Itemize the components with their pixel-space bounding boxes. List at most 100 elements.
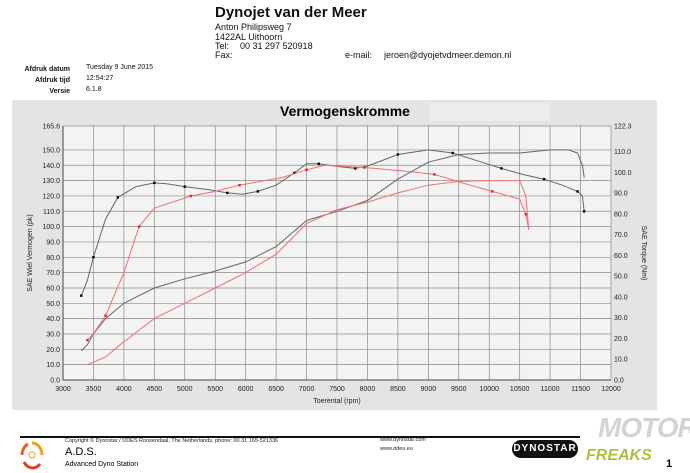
x-tick-label: 10000 <box>479 386 499 393</box>
watermark-sub: FREAKS <box>586 447 652 464</box>
data-marker <box>226 191 229 195</box>
x-tick-label: 9000 <box>421 386 437 393</box>
data-marker <box>183 185 186 188</box>
y-tick-label: 20.0 <box>46 347 60 354</box>
url-ddes[interactable]: www.ddes.eu <box>380 446 413 452</box>
x-tick-label: 8500 <box>390 386 406 393</box>
y-tick-label: 100.0 <box>42 224 60 231</box>
y2-tick-label: 40.0 <box>614 294 628 301</box>
y2-tick-label: 80.0 <box>614 211 628 218</box>
data-marker <box>86 338 89 342</box>
y-tick-label: 10.0 <box>46 362 60 369</box>
y2-tick-label: 30.0 <box>614 315 628 322</box>
y-axis-label: SAE Wiel Vermogen (pk) <box>27 214 34 291</box>
tel: 00 31 297 520918 <box>240 41 313 51</box>
page-number: 1 <box>666 458 673 470</box>
y2-tick-label: 100.0 <box>614 170 632 177</box>
y2-tick-label: 20.0 <box>614 336 628 343</box>
y-tick-label: 120.0 <box>42 193 60 200</box>
x-tick-label: 3500 <box>86 386 102 393</box>
y-tick-label: 80.0 <box>46 255 60 262</box>
data-marker <box>363 166 366 169</box>
city: 1422AL Uithoorn <box>215 32 283 42</box>
y-tick-label: 130.0 <box>42 178 60 185</box>
data-marker <box>293 171 296 175</box>
y-tick-label: 165.6 <box>42 124 60 131</box>
y-tick-label: 140.0 <box>42 163 60 170</box>
x-tick-label: 5000 <box>177 386 193 393</box>
y2-tick-label: 10.0 <box>614 357 628 364</box>
power-line-run2 <box>87 180 530 366</box>
data-marker <box>92 256 95 259</box>
x-tick-label: 11500 <box>571 386 590 393</box>
y-tick-label: 90.0 <box>46 239 60 246</box>
y2-tick-label: 90.0 <box>614 191 628 198</box>
y-tick-label: 40.0 <box>46 316 60 323</box>
data-marker <box>433 173 436 176</box>
x-tick-label: 7500 <box>329 386 345 393</box>
y-tick-label: 50.0 <box>46 301 60 308</box>
data-marker <box>396 153 400 156</box>
data-marker <box>500 167 503 170</box>
x-tick-label: 6000 <box>238 386 254 393</box>
torque-line-run1 <box>80 149 585 296</box>
data-marker <box>576 190 579 193</box>
tel-label: Tel: <box>215 41 230 51</box>
x-tick-label: 4000 <box>116 386 132 393</box>
torque-line-run2 <box>87 164 530 341</box>
time: 12:54:27 <box>86 75 114 82</box>
y-tick-label: 110.0 <box>43 209 60 216</box>
data-marker <box>256 190 260 193</box>
data-marker <box>137 225 141 228</box>
x-tick-label: 8000 <box>360 386 376 393</box>
url-dynostar[interactable]: www.dynostar.com <box>380 437 426 443</box>
x-tick-label: 11000 <box>541 386 560 393</box>
data-marker <box>583 210 586 213</box>
email-label: e-mail: <box>345 50 373 60</box>
brand: A.D.S. <box>65 446 97 458</box>
version: 6.1.8 <box>86 86 102 93</box>
y-tick-label: 150.0 <box>42 147 60 154</box>
x-tick-label: 9500 <box>451 386 467 393</box>
power-line-run1 <box>80 149 585 352</box>
x-tick-label: 6500 <box>268 386 284 393</box>
ads-logo-icon <box>20 441 44 470</box>
x-tick-label: 12000 <box>601 386 621 393</box>
watermark: MOTOR <box>598 412 690 443</box>
x-tick-label: 5500 <box>207 386 223 393</box>
data-marker <box>491 190 494 193</box>
copyright: Copyright © Dynostar / DDES Roosendaal, … <box>65 438 279 444</box>
time-label: Afdruk tijd <box>35 77 70 84</box>
y2-tick-label: 0.0 <box>614 378 624 385</box>
y-tick-label: 60.0 <box>46 285 60 292</box>
chart-title: Vermogenskromme <box>280 103 410 119</box>
data-marker <box>116 196 119 199</box>
y-tick-label: 70.0 <box>46 270 60 277</box>
fax-label: Fax: <box>215 50 233 60</box>
brand-sub: Advanced Dyno Station <box>65 461 139 468</box>
x-axis-label: Toerental (rpm) <box>313 398 360 405</box>
y2-tick-label: 50.0 <box>614 274 628 281</box>
version-label: Versie <box>49 88 70 95</box>
x-tick-label: 3000 <box>55 386 71 393</box>
date: Tuesday 9 June 2015 <box>86 64 154 71</box>
data-marker <box>80 294 83 297</box>
data-marker <box>153 181 156 185</box>
dynostar-logo: DYNOSTAR <box>512 440 578 458</box>
x-tick-label: 4500 <box>147 386 163 393</box>
data-marker <box>189 194 193 198</box>
data-marker <box>451 151 454 155</box>
y2-tick-label: 70.0 <box>614 232 628 239</box>
x-tick-label: 10500 <box>510 386 530 393</box>
y-tick-label: 30.0 <box>46 331 60 338</box>
data-marker <box>524 213 527 216</box>
footer-divider <box>20 436 580 438</box>
y2-axis-label: SAE Torque (Nm) <box>640 226 647 281</box>
date-label: Afdruk datum <box>24 66 71 73</box>
company-name: Dynojet van der Meer <box>215 4 367 21</box>
data-marker <box>317 162 320 165</box>
x-tick-label: 7000 <box>299 386 315 393</box>
data-marker <box>305 168 308 172</box>
